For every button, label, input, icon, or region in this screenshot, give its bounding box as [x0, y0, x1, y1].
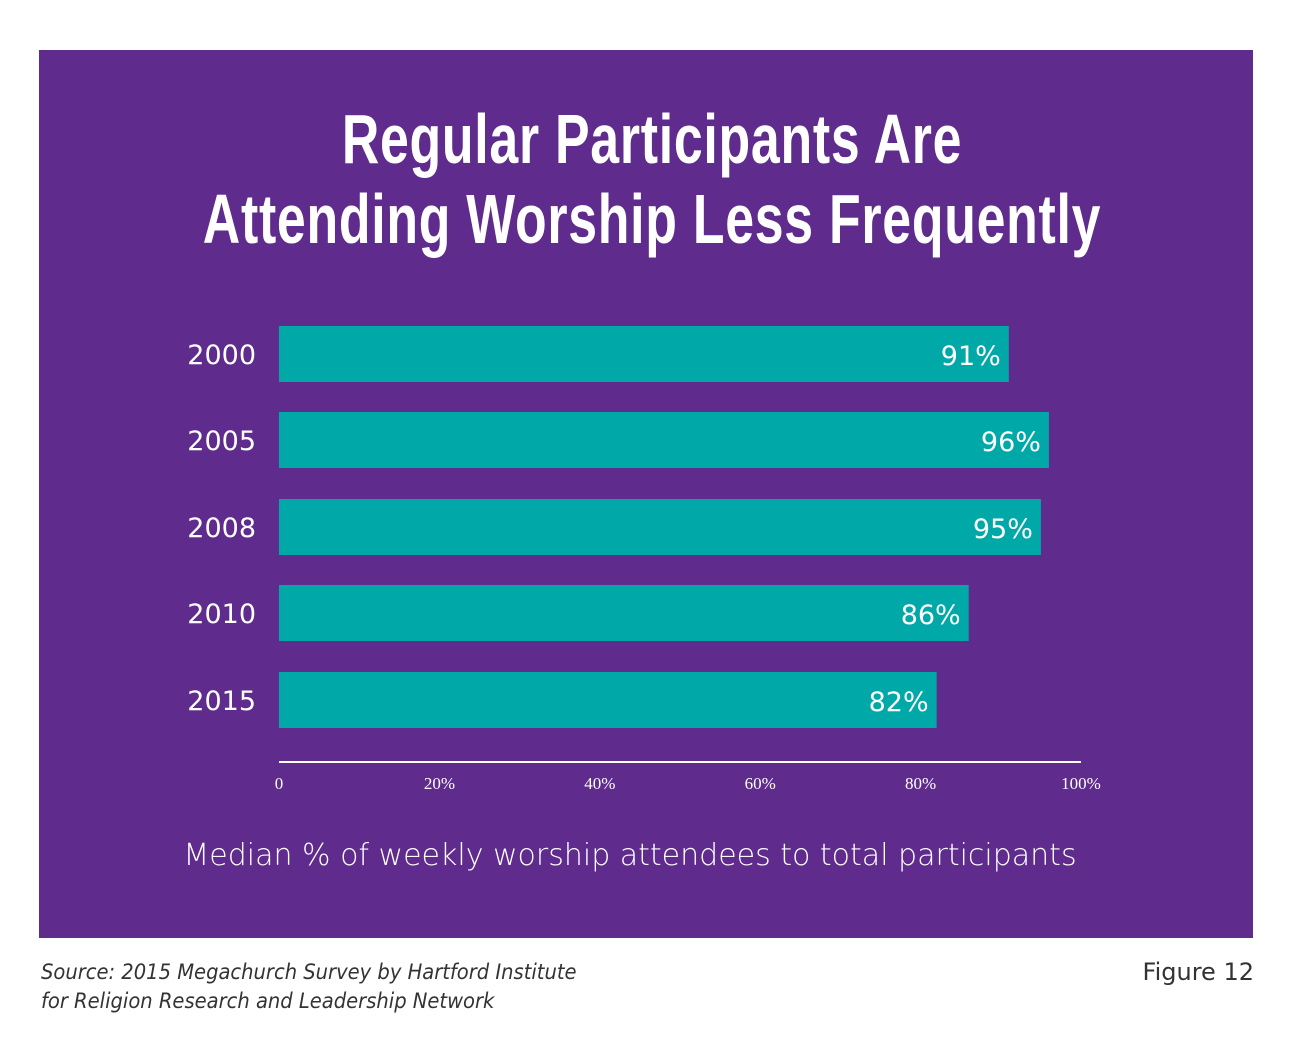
x-tick-label-60: 60%	[745, 774, 776, 793]
chart-title-line-1: Regular Participants Are	[341, 100, 963, 178]
chart-title-line-2: Attending Worship Less Frequently	[202, 180, 1102, 258]
x-tick-label-80: 80%	[905, 774, 936, 793]
bar-2015	[279, 672, 937, 728]
category-label-2010: 2010	[187, 599, 256, 630]
bar-2005	[279, 412, 1049, 468]
value-label-2010: 86%	[901, 600, 961, 631]
source-line-2: for Religion Research and Leadership Net…	[41, 989, 495, 1013]
value-label-2005: 96%	[981, 427, 1041, 458]
value-label-2000: 91%	[941, 341, 1001, 372]
source-note: Source: 2015 Megachurch Survey by Hartfo…	[41, 958, 577, 1016]
bar-2008	[279, 499, 1041, 555]
figure-label: Figure 12	[1142, 958, 1254, 986]
chart-panel	[39, 50, 1253, 938]
x-tick-label-40: 40%	[584, 774, 615, 793]
x-axis-label: Median % of weekly worship attendees to …	[183, 838, 1077, 873]
value-label-2008: 95%	[973, 514, 1033, 545]
bar-2000	[279, 326, 1009, 382]
category-label-2008: 2008	[187, 513, 256, 544]
x-tick-label-0: 0	[275, 774, 284, 793]
category-label-2015: 2015	[187, 686, 256, 717]
x-tick-label-20: 20%	[424, 774, 455, 793]
x-tick-label-100: 100%	[1061, 774, 1101, 793]
category-label-2005: 2005	[187, 426, 256, 457]
value-label-2015: 82%	[869, 687, 929, 718]
bar-2010	[279, 585, 969, 641]
category-label-2000: 2000	[187, 340, 256, 371]
source-line-1: Source: 2015 Megachurch Survey by Hartfo…	[41, 960, 577, 984]
